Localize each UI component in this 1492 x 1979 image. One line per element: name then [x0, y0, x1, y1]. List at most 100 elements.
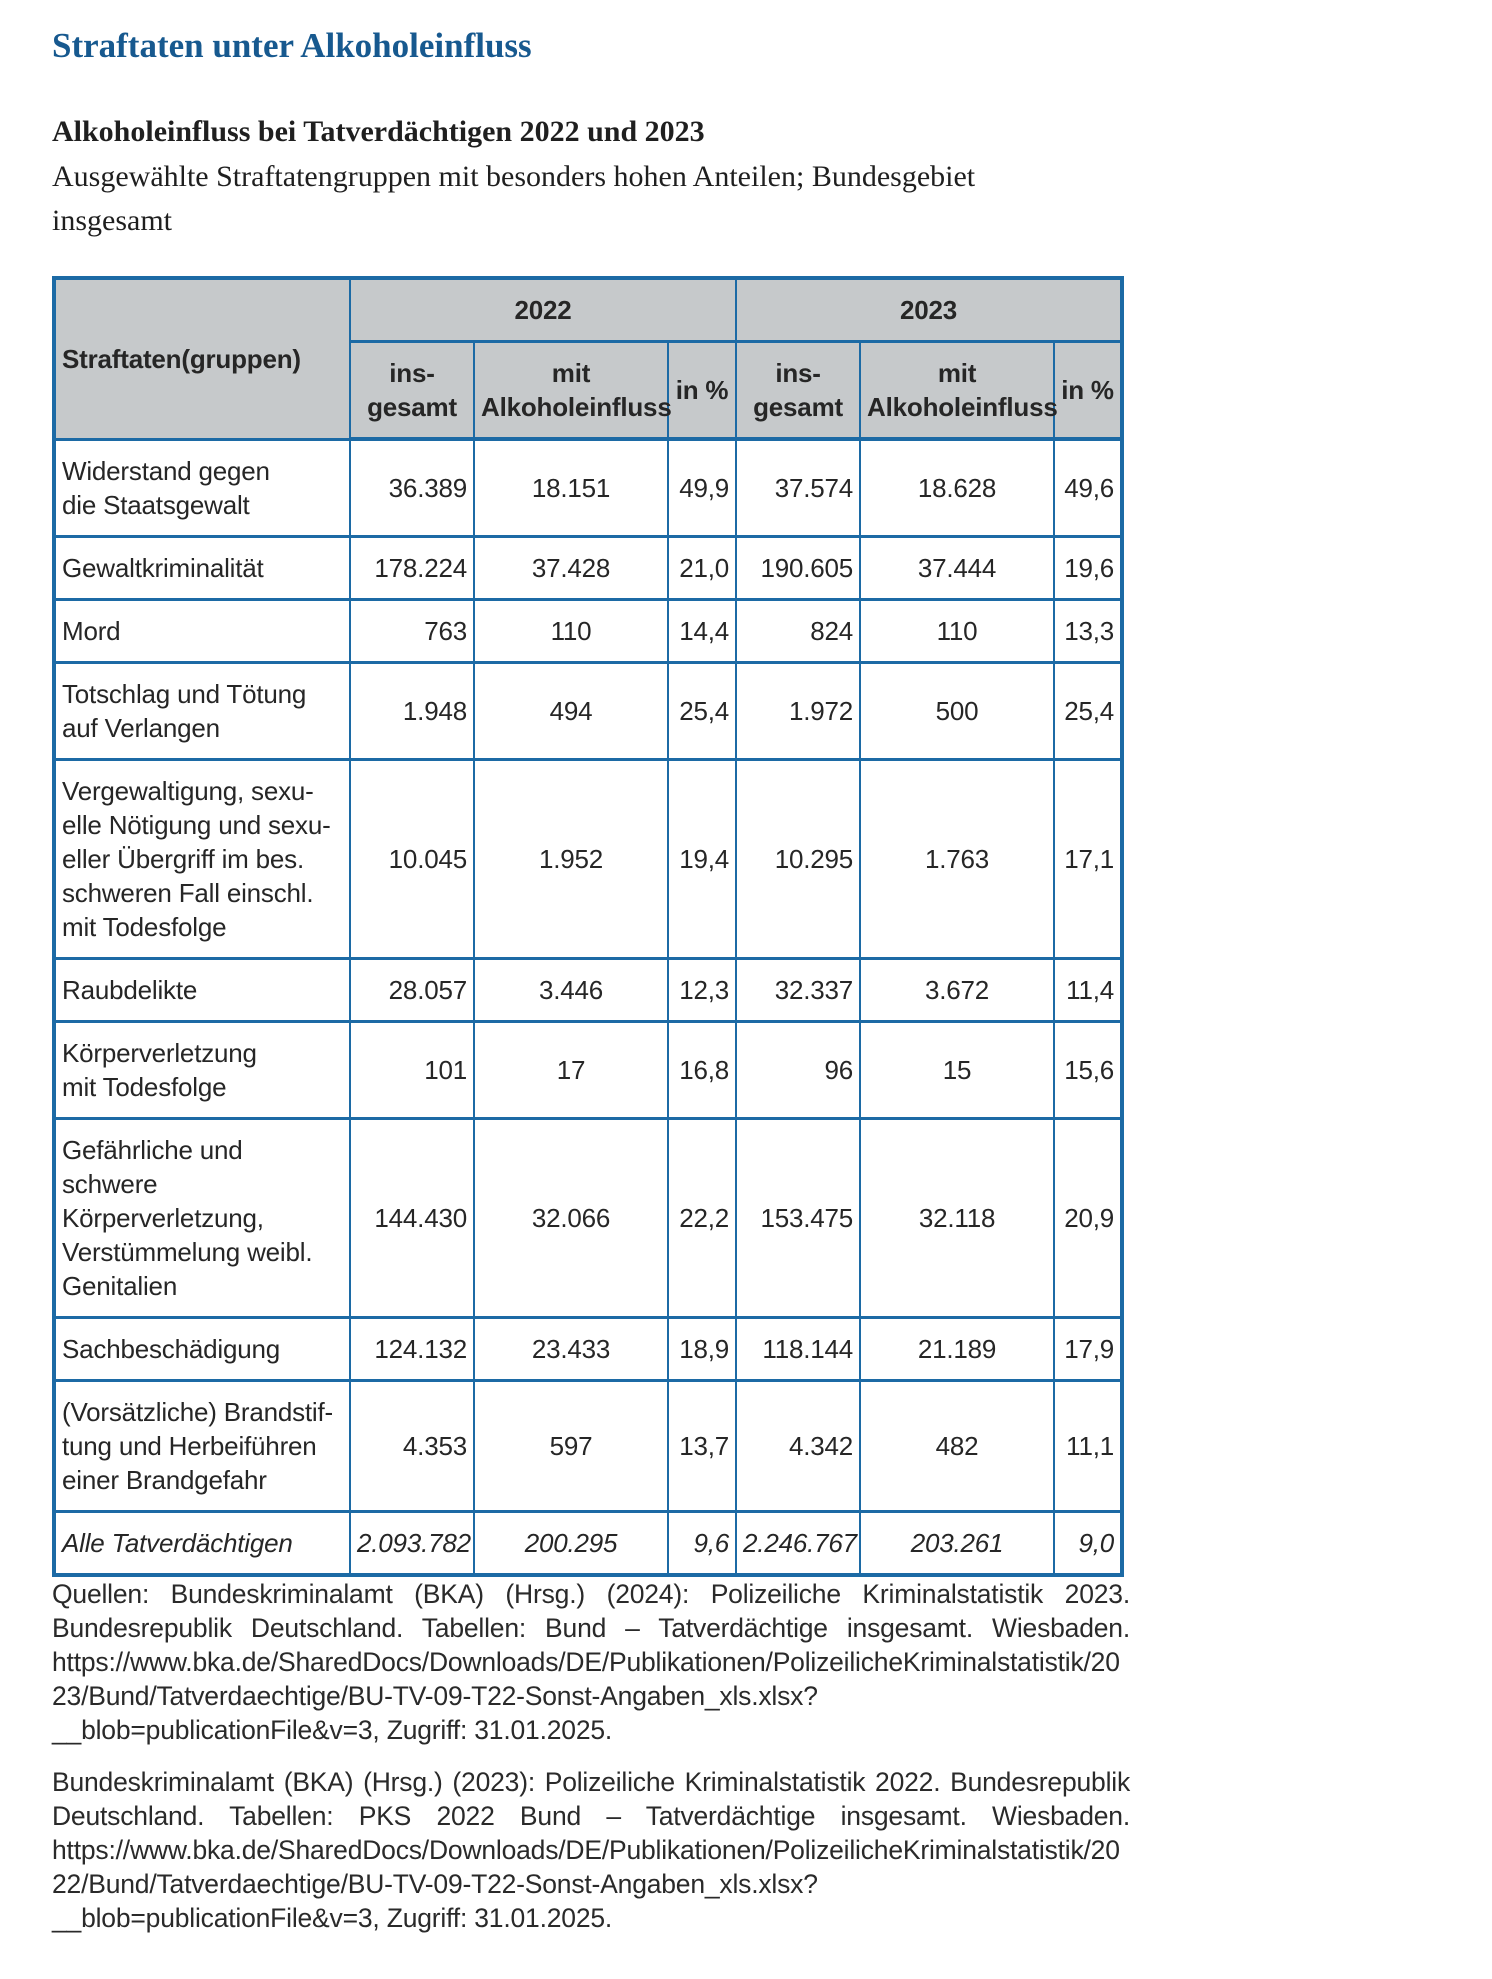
- alcohol-2022: 17: [473, 1019, 669, 1120]
- crime-name-total: Alle Tatverdächtigen: [53, 1509, 351, 1577]
- year-header-2023: 2023: [735, 276, 1124, 344]
- source-paragraph-2022: Bundeskriminalamt (BKA) (Hrsg.) (2023): …: [52, 1766, 1130, 1933]
- table-row: Totschlag und Tötung auf Verlangen 1.948…: [53, 660, 1124, 761]
- alcohol-2023: 21.189: [859, 1315, 1056, 1382]
- total-2022: 178.224: [349, 534, 475, 601]
- crime-name: (Vorsätzliche) Brandstif- tung und Herbe…: [53, 1378, 351, 1513]
- crime-name: Totschlag und Tötung auf Verlangen: [53, 660, 351, 761]
- percent-2023: 17,9: [1053, 1315, 1124, 1382]
- alcohol-2022: 37.428: [473, 534, 669, 601]
- alcohol-2022: 110: [473, 597, 669, 664]
- total-2023: 1.972: [735, 660, 862, 761]
- percent-2022: 9,6: [666, 1509, 738, 1577]
- percent-2022: 18,9: [666, 1315, 738, 1382]
- column-header-alkoholeinfluss-2022: mit Alkoholeinfluss: [473, 340, 672, 442]
- total-2023: 4.342: [735, 1378, 862, 1513]
- crime-name: Gewaltkriminalität: [53, 534, 351, 601]
- document-page: Straftaten unter Alkoholeinfluss Alkohol…: [52, 0, 1130, 1935]
- percent-2022: 19,4: [666, 757, 738, 960]
- table-row: Widerstand gegen die Staatsgewalt 36.389…: [53, 437, 1124, 538]
- total-2023: 153.475: [735, 1116, 862, 1319]
- percent-2022: 21,0: [666, 534, 738, 601]
- alcohol-2023: 37.444: [859, 534, 1056, 601]
- column-header-straftaten: Straftaten(gruppen): [53, 276, 351, 441]
- percent-2023: 13,3: [1053, 597, 1124, 664]
- percent-2023: 11,4: [1053, 956, 1124, 1023]
- alcohol-2023: 15: [859, 1019, 1056, 1120]
- alcohol-2022: 3.446: [473, 956, 669, 1023]
- table-row: Körperverletzung mit Todesfolge 101 17 1…: [53, 1019, 1124, 1120]
- total-2022: 28.057: [349, 956, 475, 1023]
- table-row-total: Alle Tatverdächtigen 2.093.782 200.295 9…: [53, 1509, 1124, 1577]
- total-2023: 32.337: [735, 956, 862, 1023]
- alcohol-2023: 110: [859, 597, 1056, 664]
- sub-header-row: ins- gesamt mit Alkoholeinfluss in % ins…: [54, 340, 1124, 442]
- source-paragraph-2023: Quellen: Bundeskriminalamt (BKA) (Hrsg.)…: [52, 1578, 1130, 1745]
- alcohol-2022: 32.066: [473, 1116, 669, 1319]
- percent-2023: 20,9: [1053, 1116, 1124, 1319]
- total-2022: 763: [349, 597, 475, 664]
- table-row: Gewaltkriminalität 178.224 37.428 21,0 1…: [53, 534, 1124, 601]
- total-2023: 96: [735, 1019, 862, 1120]
- alcohol-crime-table: Straftaten(gruppen) 2022 2023 ins- gesam…: [52, 276, 1125, 1577]
- total-2022: 1.948: [349, 660, 475, 761]
- column-header-percent-2023: in %: [1053, 340, 1124, 442]
- total-2022: 10.045: [349, 757, 475, 960]
- table-row: Gefährliche und schwere Körperverletzung…: [53, 1116, 1124, 1319]
- percent-2023: 17,1: [1053, 757, 1124, 960]
- percent-2023: 25,4: [1053, 660, 1124, 761]
- year-header-2022: 2022: [348, 276, 738, 344]
- percent-2022: 25,4: [666, 660, 738, 761]
- column-header-alkoholeinfluss-2023: mit Alkoholeinfluss: [859, 340, 1058, 442]
- column-header-insgesamt-2023: ins- gesamt: [735, 340, 862, 442]
- alcohol-2023: 500: [859, 660, 1056, 761]
- total-2023: 190.605: [735, 534, 862, 601]
- year-header-row: Straftaten(gruppen) 2022 2023: [53, 276, 1124, 441]
- alcohol-2022: 23.433: [473, 1315, 669, 1382]
- total-2023: 118.144: [735, 1315, 862, 1382]
- alcohol-2023: 482: [859, 1378, 1056, 1513]
- alcohol-2023: 203.261: [859, 1509, 1056, 1577]
- total-2023: 10.295: [735, 757, 862, 960]
- alcohol-2022: 1.952: [473, 757, 669, 960]
- percent-2022: 13,7: [666, 1378, 738, 1513]
- crime-name: Gefährliche und schwere Körperverletzung…: [53, 1116, 351, 1319]
- table-row: Vergewaltigung, sexu- elle Nötigung und …: [53, 757, 1124, 960]
- percent-2022: 12,3: [666, 956, 738, 1023]
- alcohol-2023: 32.118: [859, 1116, 1056, 1319]
- crime-name: Mord: [53, 597, 351, 664]
- total-2022: 101: [349, 1019, 475, 1120]
- total-2022: 144.430: [349, 1116, 475, 1319]
- percent-2023: 11,1: [1053, 1378, 1124, 1513]
- alcohol-2022: 200.295: [473, 1509, 669, 1577]
- table-row: Raubdelikte 28.057 3.446 12,3 32.337 3.6…: [53, 956, 1124, 1023]
- table-row: Sachbeschädigung 124.132 23.433 18,9 118…: [53, 1315, 1124, 1382]
- total-2022: 36.389: [349, 437, 475, 538]
- alcohol-2023: 18.628: [859, 437, 1056, 538]
- table-row: (Vorsätzliche) Brandstif- tung und Herbe…: [53, 1378, 1124, 1513]
- crime-name: Sachbeschädigung: [53, 1315, 351, 1382]
- percent-2022: 22,2: [666, 1116, 738, 1319]
- total-2022: 124.132: [349, 1315, 475, 1382]
- percent-2022: 49,9: [666, 437, 738, 538]
- column-header-insgesamt-2022: ins- gesamt: [349, 340, 475, 442]
- crime-name: Widerstand gegen die Staatsgewalt: [53, 437, 351, 538]
- percent-2023: 49,6: [1053, 437, 1124, 538]
- alcohol-2023: 1.763: [859, 757, 1056, 960]
- table-subtitle: Ausgewählte Straftatengruppen mit besond…: [52, 160, 976, 237]
- alcohol-2023: 3.672: [859, 956, 1056, 1023]
- percent-2023: 19,6: [1053, 534, 1124, 601]
- crime-name: Raubdelikte: [53, 956, 351, 1023]
- total-2023: 37.574: [735, 437, 862, 538]
- percent-2023: 9,0: [1053, 1509, 1124, 1577]
- total-2022: 4.353: [349, 1378, 475, 1513]
- total-2022: 2.093.782: [349, 1509, 475, 1577]
- percent-2023: 15,6: [1053, 1019, 1124, 1120]
- total-2023: 2.246.767: [735, 1509, 862, 1577]
- page-title: Straftaten unter Alkoholeinfluss: [52, 26, 532, 65]
- table-title: Alkoholeinfluss bei Tatverdächtigen 2022…: [52, 115, 705, 149]
- total-2023: 824: [735, 597, 862, 664]
- alcohol-2022: 18.151: [473, 437, 669, 538]
- column-header-percent-2022: in %: [666, 340, 738, 442]
- percent-2022: 16,8: [666, 1019, 738, 1120]
